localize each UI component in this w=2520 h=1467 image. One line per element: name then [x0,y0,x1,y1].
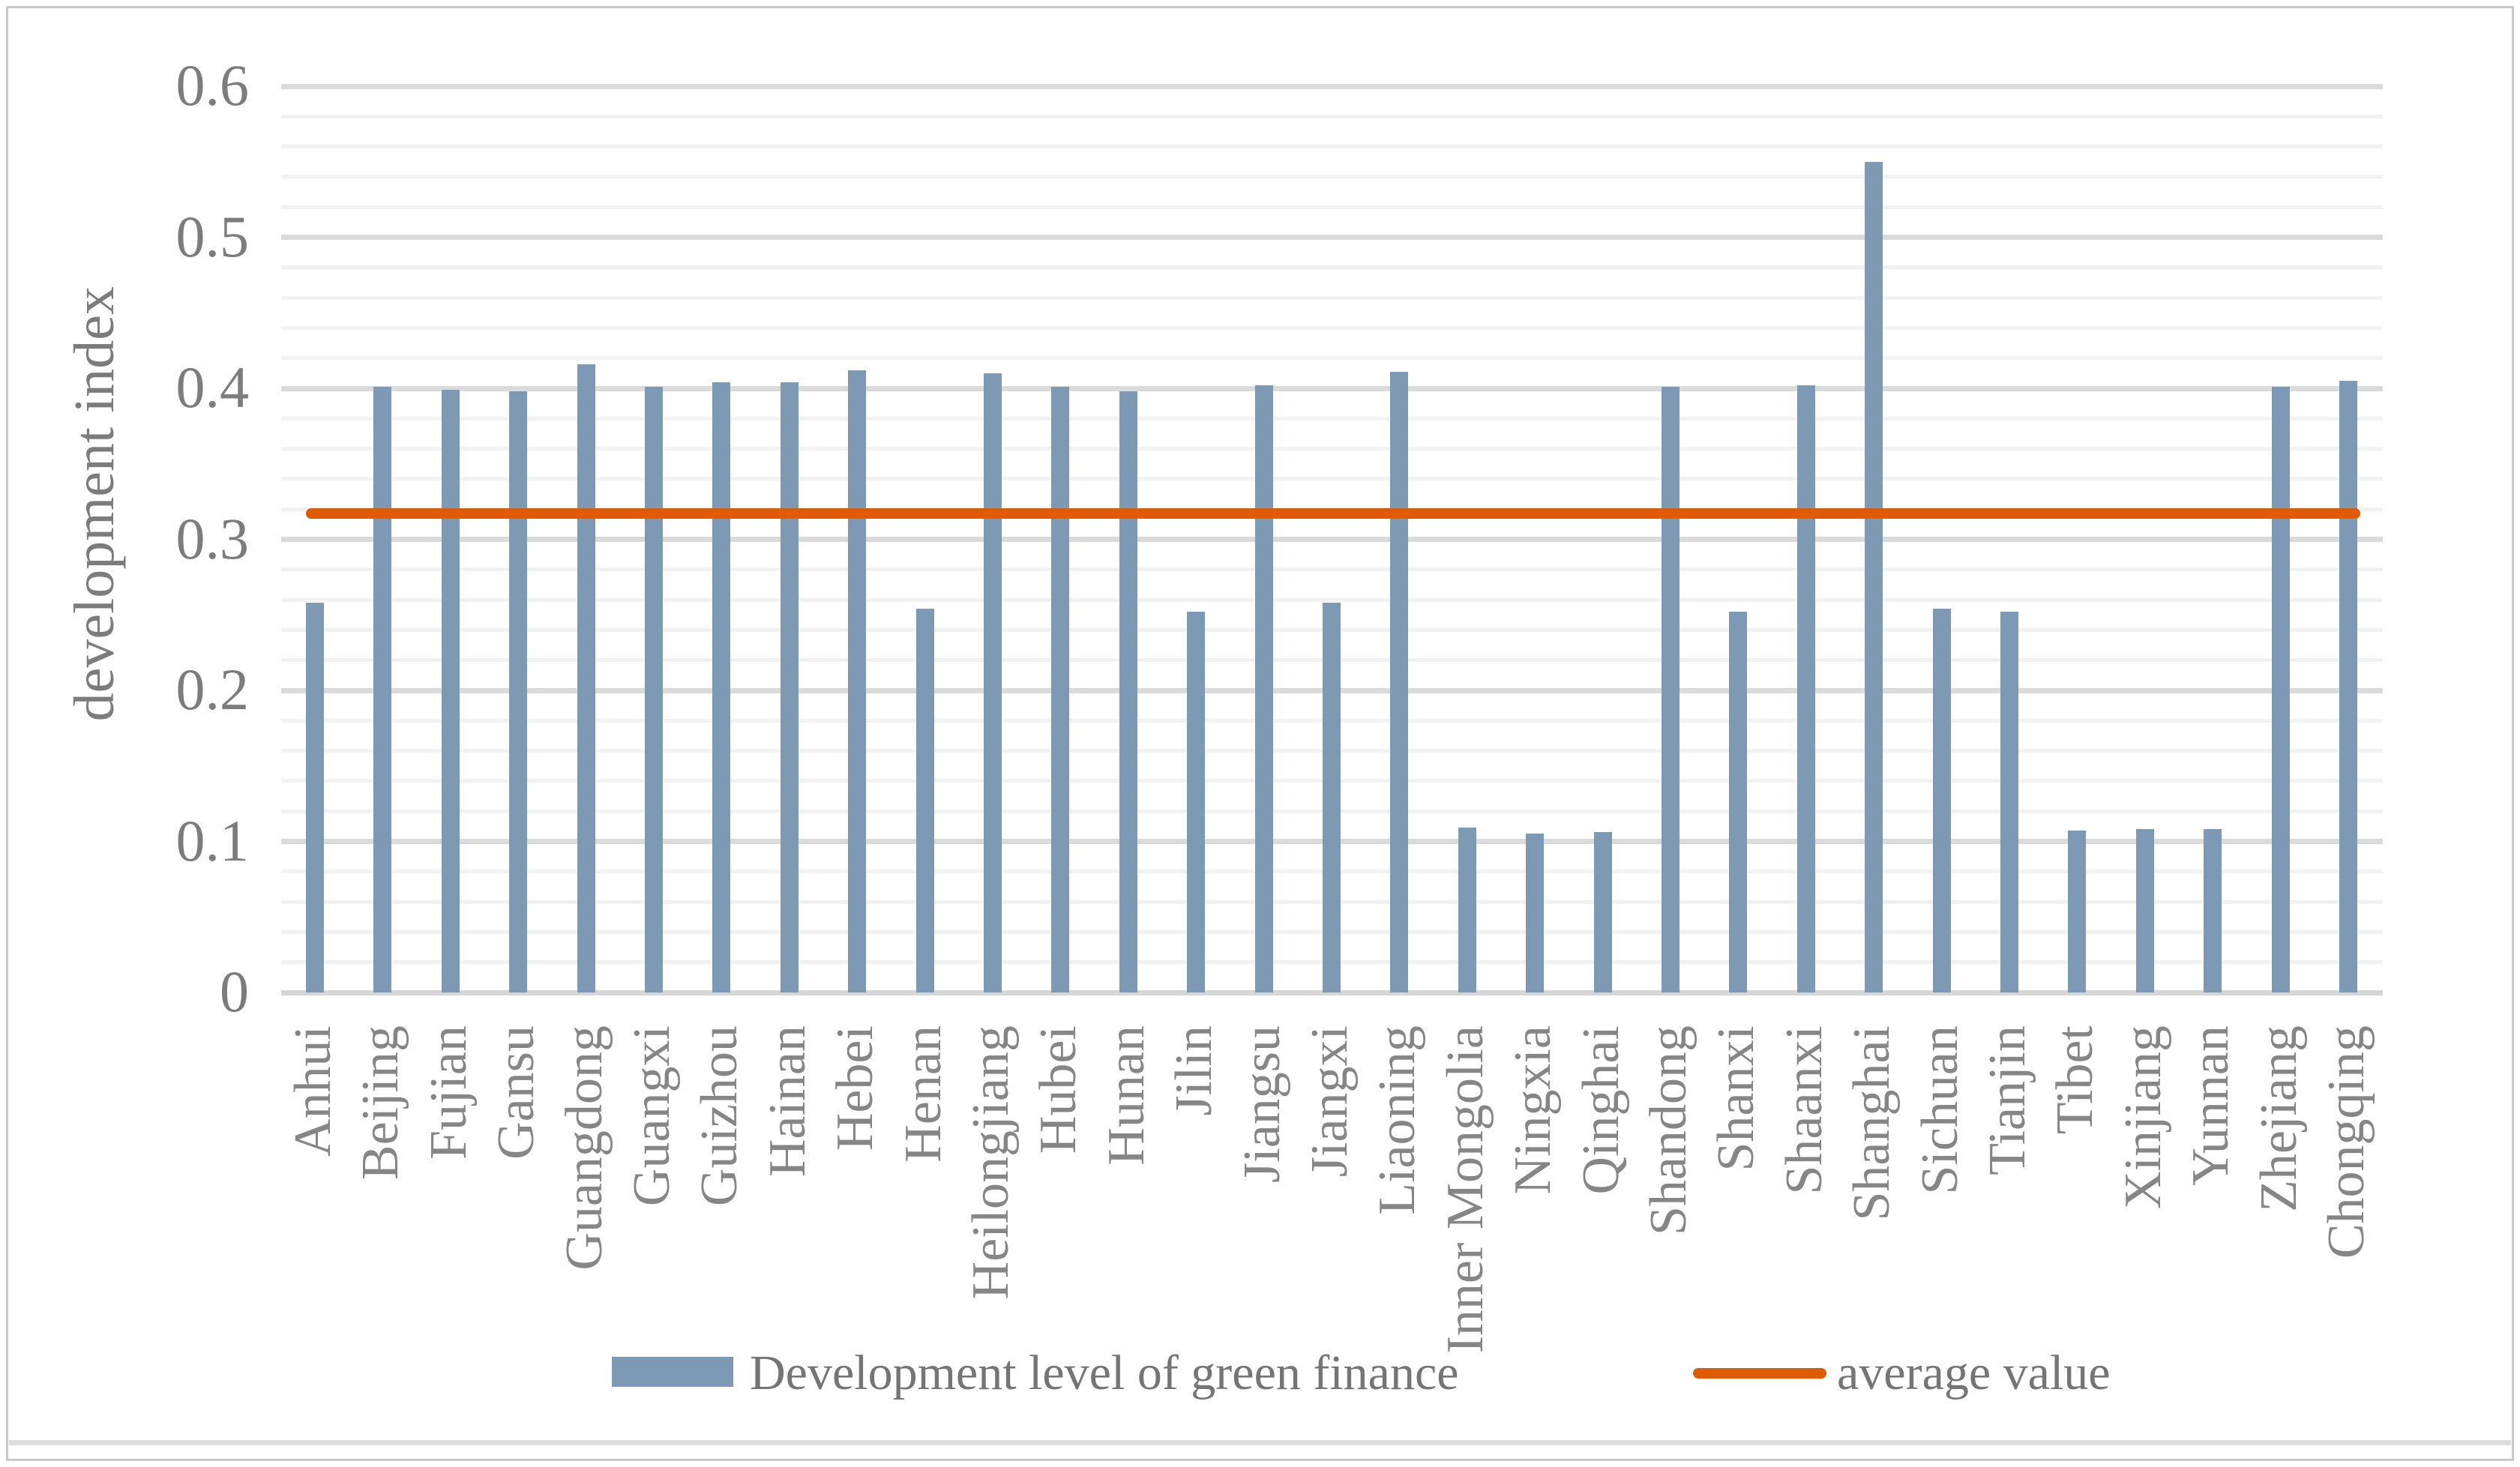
x-tick-label-zhejiang: Zhejiang [2249,1025,2308,1212]
gridline-minor [281,447,2383,451]
x-tick-label-inner-mongolia: Inner Mongolia [1436,1025,1494,1354]
gridline-minor [281,325,2383,330]
chart-outer-border [6,6,2514,1461]
chart-bottom-rule [9,1440,2511,1445]
x-tick-label-jilin: Jilin [1165,1025,1224,1116]
bar-guizhou [712,382,731,992]
x-tick-label-jiangxi: Jiangxi [1301,1025,1359,1178]
bar-fujian [441,390,460,992]
bar-jilin [1187,612,1206,992]
gridline-major [281,235,2383,240]
bar-henan [915,609,934,992]
bar-guangxi [645,386,663,992]
x-tick-label-xinjiang: Xinjiang [2114,1025,2172,1209]
x-tick-label-shaanxi: Shaanxi [1775,1025,1833,1195]
gridline-minor [281,356,2383,361]
bar-yunnan [2204,829,2222,992]
x-tick-label-tianjin: Tianjin [1979,1025,2036,1175]
bar-chongqing [2339,380,2357,992]
x-tick-label-guizhou: Guizhou [691,1025,749,1207]
x-tick-label-hainan: Hainan [758,1025,817,1178]
bar-hubei [1051,386,1070,992]
bar-anhui [306,603,324,992]
y-tick-label-0.5: 0.5 [175,203,250,269]
bar-hainan [780,382,799,992]
bar-jiangxi [1323,603,1341,992]
bar-shanxi [1729,612,1748,992]
bar-shaanxi [1796,385,1815,992]
x-tick-label-chongqing: Chongqing [2318,1025,2375,1259]
bar-ningxia [1526,834,1545,992]
gridline-major [281,537,2383,542]
y-tick-label-0.1: 0.1 [175,807,250,873]
x-tick-label-yunnan: Yunnan [2182,1025,2240,1186]
bar-jiangsu [1254,385,1273,992]
bar-gansu [509,391,528,992]
x-tick-label-anhui: Anhui [284,1025,342,1157]
x-tick-label-hubei: Hubei [1029,1025,1088,1154]
gridline-minor [281,145,2383,149]
x-tick-label-heilongjiang: Heilongjiang [962,1025,1020,1300]
x-tick-label-shandong: Shandong [1640,1025,1697,1235]
x-tick-label-hebei: Hebei [826,1025,885,1151]
gridline-minor [281,416,2383,421]
bar-tianjin [2000,612,2018,992]
bar-beijing [373,386,392,992]
x-tick-label-qinghai: Qinghai [1572,1025,1630,1195]
x-tick-label-jiangsu: Jiangsu [1233,1025,1291,1183]
bar-hunan [1119,391,1137,992]
x-tick-label-guangxi: Guangxi [623,1025,681,1207]
x-tick-label-hunan: Hunan [1097,1025,1155,1166]
bar-sichuan [1932,609,1951,992]
gridline-minor [281,295,2383,300]
gridline-minor [281,567,2383,572]
gridline-major [281,385,2383,391]
x-axis-line [281,990,2383,995]
bar-shanghai [1865,161,1883,992]
x-tick-label-gansu: Gansu [487,1025,546,1160]
x-tick-label-henan: Henan [894,1025,952,1163]
x-tick-label-sichuan: Sichuan [1910,1025,1969,1195]
bar-xinjiang [2135,829,2154,992]
y-tick-label-0.2: 0.2 [175,657,250,722]
gridline-minor [281,175,2383,179]
bar-heilongjiang [984,373,1002,992]
bar-hebei [848,370,867,992]
y-tick-label-0.6: 0.6 [175,52,250,118]
gridline-minor [281,265,2383,270]
y-tick-label-0: 0 [220,959,249,1024]
bar-inner-mongolia [1458,828,1476,992]
y-tick-label-0.4: 0.4 [175,355,250,420]
x-tick-label-liaoning: Liaoning [1368,1025,1427,1215]
bar-liaoning [1390,371,1409,992]
bar-tibet [2068,831,2087,992]
x-tick-label-guangdong: Guangdong [555,1025,613,1271]
gridline-minor [281,477,2383,481]
x-tick-label-tibet: Tibet [2046,1025,2105,1135]
gridline-minor [281,114,2383,118]
x-tick-label-ningxia: Ningxia [1504,1025,1563,1195]
x-tick-label-fujian: Fujian [419,1025,478,1160]
x-tick-label-beijing: Beijing [352,1025,410,1181]
bar-zhejiang [2271,386,2290,992]
bar-guangdong [577,364,595,992]
bar-qinghai [1593,832,1612,992]
x-tick-label-shanxi: Shanxi [1707,1025,1766,1172]
y-axis-title: development index [63,286,126,722]
gridline-minor [281,205,2383,209]
bar-shandong [1662,386,1680,992]
average-value-line [306,508,2360,519]
gridline-minor [281,597,2383,602]
y-tick-label-0.3: 0.3 [175,505,250,571]
x-tick-label-shanghai: Shanghai [1843,1025,1901,1221]
gridline-major [281,83,2383,89]
